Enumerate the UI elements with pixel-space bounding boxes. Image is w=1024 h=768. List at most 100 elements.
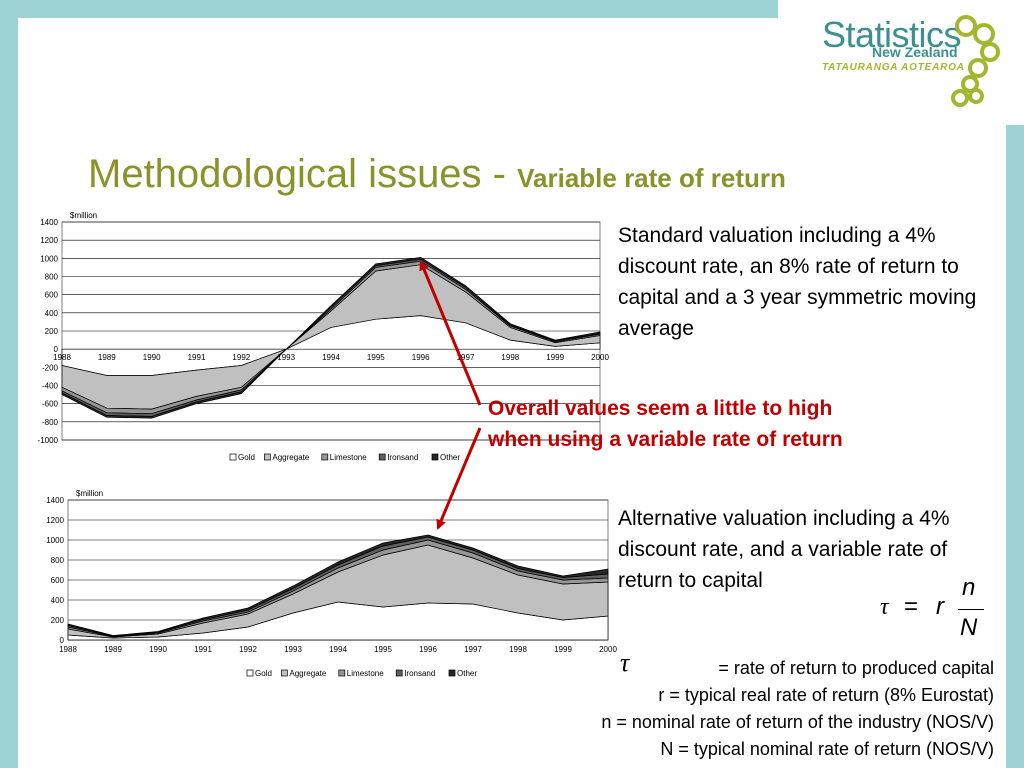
y-tick-label: 400 [45, 309, 59, 318]
top-border [0, 0, 778, 18]
legend-swatch-gold [246, 669, 254, 677]
y-tick-label: 1200 [40, 236, 58, 245]
note-callout: Overall values seem a little to high whe… [488, 393, 843, 455]
stats-nz-logo: Statistics New Zealand TATAURANGA AOTEAR… [822, 14, 1022, 114]
legend-label-gold: Gold [255, 669, 272, 678]
legend-swatch-ironsand [395, 669, 403, 677]
y-tick-label: 200 [45, 327, 59, 336]
x-tick-label: 1997 [464, 645, 482, 654]
logo-maori-text: TATAURANGA AOTEAROA [822, 62, 965, 73]
y-tick-label: -200 [42, 363, 59, 372]
logo-statistics-text: Statistics [822, 14, 962, 55]
legend-swatch-aggregate [281, 669, 288, 677]
chart-legend: Gold Aggregate Limestone Ironsand Other [229, 453, 460, 462]
legend-label-ironsand: Ironsand [387, 453, 418, 462]
y-tick-label: 800 [45, 273, 59, 282]
formula-tau: τ [880, 594, 889, 620]
legend-label-other: Other [457, 669, 477, 678]
right-border [1006, 125, 1024, 768]
definition-tau-symbol: τ [620, 648, 630, 677]
y-tick-label: 400 [51, 596, 65, 605]
definition-n: n = nominal rate of return of the indust… [601, 712, 994, 732]
y-tick-label: 800 [51, 556, 65, 565]
definitions-list: = rate of return to produced capital r =… [601, 655, 994, 763]
legend-label-ironsand: Ironsand [404, 669, 435, 678]
x-tick-label: 1988 [59, 645, 77, 654]
formula-denominator: N [960, 614, 978, 641]
title-sub: Variable rate of return [517, 163, 786, 193]
x-tick-label: 1989 [98, 353, 116, 362]
y-tick-label: 200 [51, 616, 65, 625]
x-tick-label: 1996 [419, 645, 437, 654]
definition-r: r = typical real rate of return (8% Euro… [658, 685, 994, 705]
x-tick-label: 1995 [367, 353, 385, 362]
x-tick-label: 1992 [239, 645, 257, 654]
x-tick-label: 1998 [509, 645, 527, 654]
formula-equals: = [904, 593, 919, 620]
x-tick-label: 1999 [554, 645, 572, 654]
x-tick-label: 1994 [322, 353, 340, 362]
y-tick-label: 600 [45, 291, 59, 300]
x-tick-label: 1992 [232, 353, 250, 362]
formula: τ = r n N [880, 574, 990, 644]
note-line-1: Overall values seem a little to high [488, 397, 833, 420]
x-tick-label: 1993 [277, 353, 295, 362]
x-tick-label: 1990 [149, 645, 167, 654]
y-tick-label: 1400 [40, 218, 58, 227]
y-tick-label: 600 [51, 576, 65, 585]
legend-label-gold: Gold [238, 453, 255, 462]
x-tick-label: 1991 [194, 645, 212, 654]
legend-swatch-other [431, 453, 439, 461]
legend-swatch-limestone [321, 453, 329, 461]
x-tick-label: 1988 [53, 353, 71, 362]
x-tick-label: 1999 [546, 353, 564, 362]
logo-rings-icon [951, 15, 1000, 107]
x-tick-label: 1995 [374, 645, 392, 654]
alternative-valuation-text: Alternative valuation including a 4% dis… [618, 507, 950, 592]
y-tick-label: 0 [54, 345, 59, 354]
legend-label-other: Other [440, 453, 460, 462]
x-tick-label: 1996 [412, 353, 430, 362]
logo-new-zealand-text: New Zealand [872, 44, 958, 60]
x-tick-label: 1994 [329, 645, 347, 654]
x-tick-label: 1991 [188, 353, 206, 362]
legend-swatch-aggregate [264, 453, 271, 461]
y-tick-label: 1000 [40, 254, 58, 263]
y-tick-label: 1200 [46, 516, 64, 525]
definition-N: N = typical nominal rate of return (NOS/… [660, 739, 994, 759]
x-tick-label: 2000 [591, 353, 609, 362]
x-tick-label: 2000 [599, 645, 617, 654]
area-other [67, 534, 609, 637]
formula-r: r [936, 593, 944, 620]
legend-swatch-other [448, 669, 456, 677]
alternative-valuation-chart: 1400 1200 1000 800 600 400 200 0 1988 1989 1990 199… [25, 483, 620, 688]
slide-title: Methodological issues - Variable rate of… [88, 152, 786, 197]
x-tick-label: 1990 [143, 353, 161, 362]
chart-legend: Gold Aggregate Limestone Ironsand Other [246, 669, 477, 678]
area-other [61, 257, 601, 419]
legend-label-aggregate: Aggregate [272, 453, 309, 462]
y-tick-label: -1000 [38, 436, 59, 445]
formula-numerator: n [962, 574, 976, 601]
y-tick-label: 1400 [46, 496, 64, 505]
x-tick-label: 1997 [457, 353, 475, 362]
definition-tau: = rate of return to produced capital [718, 658, 994, 678]
x-tick-label: 1998 [501, 353, 519, 362]
note-line-2: when using a variable rate of return [488, 428, 843, 451]
y-axis-label: $million [70, 211, 97, 220]
standard-valuation-text: Standard valuation including a 4% discou… [618, 224, 977, 340]
x-tick-label: 1993 [284, 645, 302, 654]
legend-swatch-ironsand [378, 453, 386, 461]
y-tick-label: 0 [60, 636, 65, 645]
title-main: Methodological issues - [88, 152, 518, 196]
y-tick-label: -600 [42, 400, 59, 409]
y-tick-label: -800 [42, 418, 59, 427]
legend-label-limestone: Limestone [347, 669, 384, 678]
left-border [0, 0, 18, 768]
legend-swatch-gold [229, 453, 237, 461]
formula-fraction-bar [958, 609, 984, 610]
x-tick-label: 1989 [104, 645, 122, 654]
y-axis-label: $million [76, 489, 103, 498]
legend-swatch-limestone [338, 669, 346, 677]
y-tick-label: 1000 [46, 536, 64, 545]
